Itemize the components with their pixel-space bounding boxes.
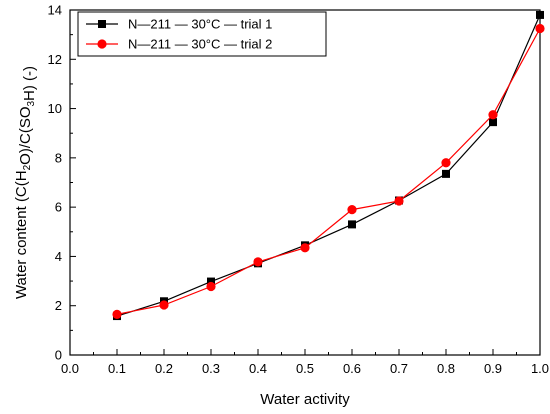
legend-label: N—211 — 30°C — trial 1 <box>128 17 272 32</box>
data-point <box>253 257 263 267</box>
x-tick-label: 1.0 <box>531 361 549 376</box>
data-point <box>489 118 497 127</box>
y-tick-label: 12 <box>48 52 62 67</box>
data-point <box>442 169 450 178</box>
x-tick-label: 0.1 <box>108 361 126 376</box>
data-point <box>300 243 310 253</box>
series-line <box>116 28 541 315</box>
y-tick-label: 6 <box>55 200 62 215</box>
x-tick-label: 0.5 <box>296 361 314 376</box>
x-tick-label: 0.7 <box>390 361 408 376</box>
data-point <box>488 110 498 120</box>
y-tick-label: 8 <box>55 150 62 165</box>
data-point <box>112 309 122 319</box>
data-point <box>159 300 169 310</box>
plot-area <box>69 9 541 356</box>
data-point <box>206 281 216 292</box>
legend-item: N—211 — 30°C — trial 1 <box>86 17 272 32</box>
data-point <box>536 10 544 19</box>
data-point <box>347 205 357 215</box>
x-tick-label: 0.9 <box>484 361 502 376</box>
x-tick-label: 0.6 <box>343 361 361 376</box>
data-point <box>535 23 545 34</box>
legend-box <box>77 11 327 57</box>
legend-label: N—211 — 30°C — trial 2 <box>128 37 272 52</box>
y-tick-label: 2 <box>55 298 62 313</box>
x-tick-label: 0.2 <box>155 361 173 376</box>
data-point <box>441 158 451 168</box>
axes-layer: 0.0 0.1 0.2 0.3 0.4 0.5 0.6 0.7 0.8 0.9 1.0 0 2 4 6 8 10… <box>48 3 550 377</box>
legend-item: N—211 — 30°C — trial 2 <box>86 37 272 52</box>
series-layer <box>112 10 545 321</box>
data-point <box>348 220 356 229</box>
x-tick-label: 0.3 <box>202 361 220 376</box>
y-tick-label: 14 <box>48 3 62 18</box>
y-tick-label: 4 <box>55 249 62 264</box>
x-tick-label: 0.8 <box>437 361 455 376</box>
legend-marker <box>97 39 107 49</box>
y-tick-label: 0 <box>55 348 62 363</box>
series-line <box>116 14 541 317</box>
legend: N—211 — 30°C — trial 1 N—211 — 30°C — tri… <box>77 11 327 57</box>
plot-frame <box>69 9 541 356</box>
x-tick-label: 0.4 <box>249 361 267 376</box>
y-axis-label: Water content (C(H2O)/C(SO3H) (-) <box>13 66 38 299</box>
legend-marker <box>98 20 106 28</box>
x-tick-label: 0.0 <box>61 361 79 376</box>
series-1 <box>113 10 544 321</box>
data-point <box>394 196 404 206</box>
series-2 <box>112 23 545 319</box>
x-axis-label: Water activity <box>260 391 350 408</box>
y-tick-label: 10 <box>48 101 62 116</box>
data-point <box>207 277 215 286</box>
